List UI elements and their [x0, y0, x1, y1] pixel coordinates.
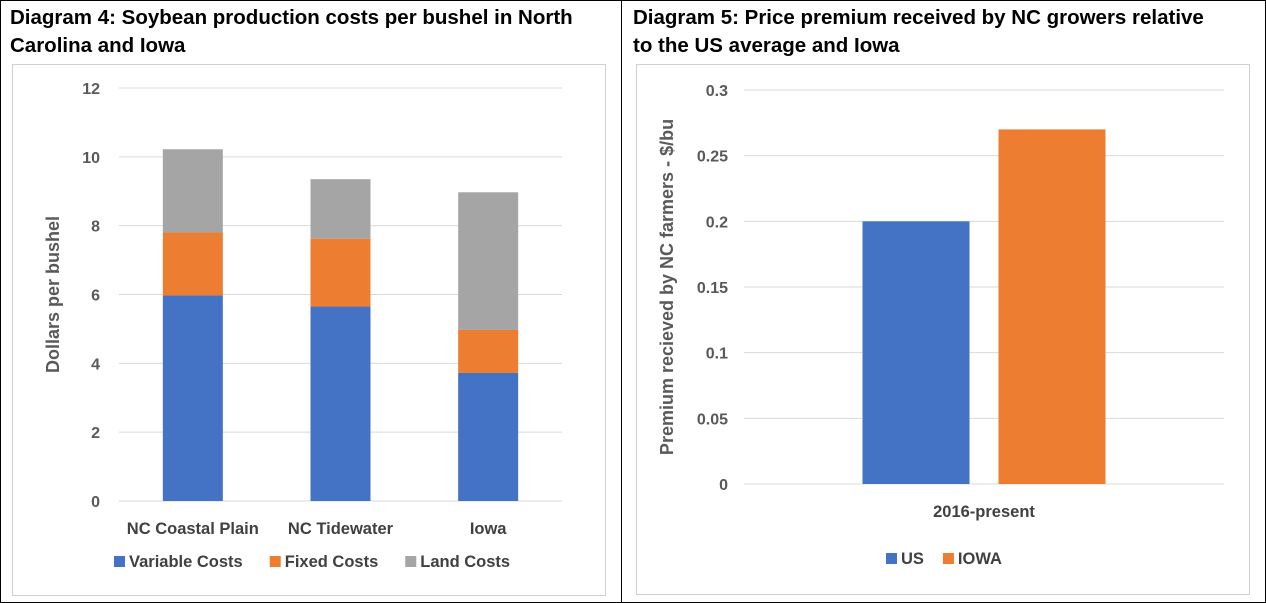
legend-label: IOWA	[958, 550, 1002, 568]
chart-1-area: 0 2 4 6 8 10 12 NC Coastal Plain NC Tidewater Iow…	[12, 64, 606, 596]
bar-segment	[162, 295, 223, 501]
y-axis-title: Dollars per bushel	[43, 216, 63, 373]
legend-label: Land Costs	[420, 553, 510, 571]
y-tick-label: 8	[91, 219, 100, 236]
panel-divider	[621, 0, 622, 603]
legend-label: US	[901, 550, 924, 568]
category-label: 2016-present	[933, 503, 1035, 521]
chart-1-title-line-2: Carolina and Iowa	[10, 34, 186, 57]
y-tick-label: 4	[91, 356, 100, 373]
y-tick-label: 0.3	[706, 83, 728, 100]
chart-2-title-line-1: Diagram 5: Price premium received by NC …	[633, 6, 1204, 29]
bar-segment	[458, 329, 519, 373]
bar-segment	[458, 372, 519, 501]
chart-2-area: 0 0.05 0.1 0.15 0.2 0.25 0.3 2016-present Premiu…	[636, 64, 1250, 595]
chart-1-title-line-1: Diagram 4: Soybean production costs per …	[10, 6, 573, 29]
y-tick-label: 6	[91, 288, 100, 305]
bar-segment	[310, 306, 371, 501]
y-tick-label: 0.2	[706, 214, 728, 231]
legend-label: Fixed Costs	[285, 553, 379, 571]
category-label: Iowa	[470, 520, 507, 538]
bar-segment	[458, 192, 519, 330]
legend-swatch	[405, 556, 417, 567]
chart-1-title: Diagram 4: Soybean production costs per …	[10, 4, 615, 60]
y-tick-label: 2	[91, 425, 100, 442]
legend-label: Variable Costs	[129, 553, 243, 571]
chart-2-title: Diagram 5: Price premium received by NC …	[633, 4, 1258, 60]
bar-segment	[162, 232, 223, 296]
chart-2-title-line-2: to the US average and Iowa	[633, 34, 900, 57]
category-label: NC Tidewater	[288, 520, 394, 538]
bar	[862, 221, 970, 485]
chart-2-svg: 0 0.05 0.1 0.15 0.2 0.25 0.3 2016-present Premiu…	[657, 83, 1224, 568]
legend-swatch	[886, 553, 897, 564]
bar-segment	[310, 179, 371, 239]
category-label: NC Coastal Plain	[127, 520, 259, 538]
bar	[998, 129, 1106, 484]
y-tick-label: 0.15	[697, 280, 728, 297]
legend-swatch	[114, 556, 125, 567]
legend-swatch	[942, 553, 954, 564]
bar-segment	[162, 149, 223, 233]
y-axis-title: Premium recieved by NC farmers - $/bu	[657, 119, 677, 455]
y-tick-label: 0.25	[697, 149, 728, 166]
chart-1-svg: 0 2 4 6 8 10 12 NC Coastal Plain NC Tidewater Iow…	[43, 81, 562, 571]
y-tick-label: 0.1	[706, 346, 728, 363]
y-tick-label: 0	[91, 494, 100, 511]
y-tick-label: 10	[82, 150, 100, 167]
y-tick-label: 0	[719, 477, 728, 494]
bar-segment	[310, 238, 371, 307]
y-tick-label: 12	[82, 81, 100, 98]
y-tick-label: 0.05	[697, 411, 728, 428]
legend-swatch	[269, 556, 281, 567]
